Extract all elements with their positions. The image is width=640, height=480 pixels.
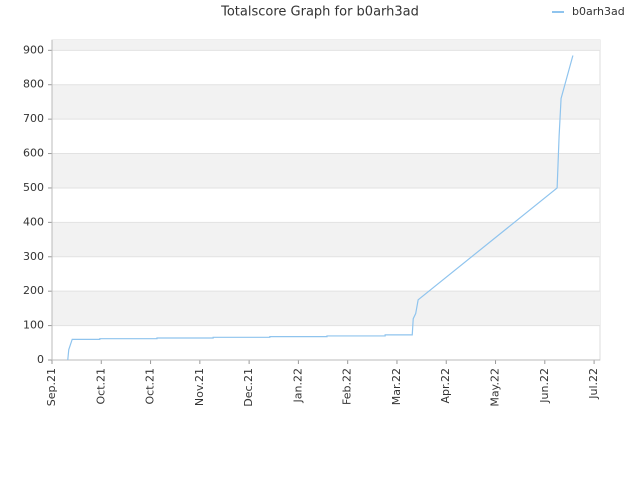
x-tick-label: Nov.21 — [193, 368, 206, 406]
grid-band — [52, 84, 600, 120]
x-tick-label: Jan.22 — [291, 368, 304, 403]
x-tick-label: Feb.22 — [341, 368, 354, 405]
chart-title: Totalscore Graph for b0arh3ad — [220, 5, 419, 20]
x-tick-label: Apr.22 — [439, 368, 452, 404]
y-tick-label: 500 — [23, 181, 44, 194]
y-tick-label: 0 — [37, 353, 44, 366]
y-tick-label: 400 — [23, 215, 44, 228]
y-tick-label: 700 — [23, 112, 44, 125]
grid-band — [52, 153, 600, 188]
x-tick-label: Dec.21 — [242, 368, 255, 407]
x-tick-label: Oct.21 — [94, 368, 107, 405]
y-tick-label: 200 — [23, 284, 44, 297]
legend-label: b0arh3ad — [572, 5, 625, 18]
grid-band — [52, 40, 600, 51]
y-tick-label: 900 — [23, 43, 44, 56]
x-tick-label: Oct.21 — [144, 368, 157, 405]
grid-band — [52, 291, 600, 326]
x-tick-label: Jul.22 — [587, 368, 600, 400]
y-tick-label: 300 — [23, 250, 44, 263]
grid-band — [52, 222, 600, 257]
y-tick-label: 800 — [23, 78, 44, 91]
y-tick-label: 600 — [23, 147, 44, 160]
x-tick-label: Sep.21 — [45, 368, 58, 406]
x-tick-label: Mar.22 — [390, 368, 403, 405]
x-tick-label: Jun.22 — [538, 368, 551, 404]
x-tick-label: May.22 — [489, 368, 502, 407]
y-tick-label: 100 — [23, 319, 44, 332]
line — [67, 55, 574, 361]
